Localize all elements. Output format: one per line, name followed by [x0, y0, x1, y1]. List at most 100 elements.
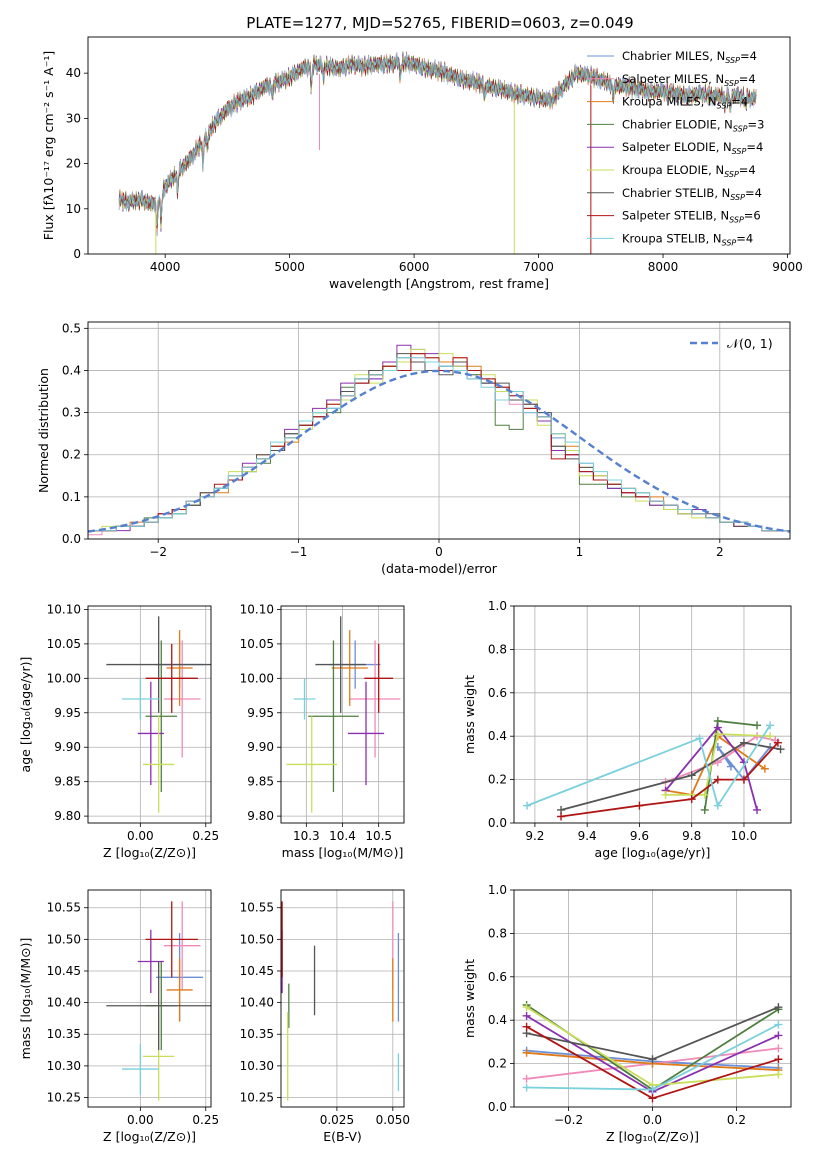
weight-marker [766, 732, 775, 741]
weight-marker [648, 1085, 657, 1094]
x-tick-label: 9.2 [525, 829, 544, 843]
weight-marker [687, 795, 696, 804]
x-tick-label: 0.2 [727, 1113, 746, 1127]
legend-subscript: SSP [725, 56, 740, 65]
y-tick-label: 0.8 [488, 642, 507, 656]
weight-marker [635, 801, 644, 810]
y-tick-label: 0.5 [62, 321, 81, 335]
y-tick-label: 0.0 [488, 816, 507, 830]
legend-text: =4 [736, 231, 753, 245]
y-tick-label: 10.10 [47, 602, 81, 616]
y-tick-label: 10.35 [240, 1027, 274, 1041]
weight-marker [739, 738, 748, 747]
x-axis-label: mass [log₁₀(M/M⊙)] [282, 845, 404, 860]
weight-marker [522, 1003, 531, 1012]
weight-marker [687, 771, 696, 780]
legend-subscript: SSP [733, 124, 748, 133]
y-tick-label: 10.00 [240, 671, 274, 685]
y-tick-label: 0.4 [62, 363, 81, 377]
x-tick-label: −0.2 [554, 1113, 583, 1127]
legend-label: Kroupa MILES, NSSP=4 [622, 95, 748, 111]
spectrum-line-kroupa-stelib [118, 52, 757, 226]
legend-text: Salpeter MILES, N [622, 72, 724, 86]
weight-marker [774, 1003, 783, 1012]
legend-subscript: SSP [717, 102, 732, 111]
x-tick-label: 10.3 [293, 829, 320, 843]
y-tick-label: 20 [66, 157, 81, 171]
weight-marker [713, 775, 722, 784]
legend-label: Salpeter ELODIE, NSSP=4 [622, 140, 763, 156]
legend-text: Chabrier MILES, N [622, 49, 725, 63]
axes-frame [87, 321, 791, 540]
y-tick-label: 9.95 [54, 706, 81, 720]
y-tick-label: 0.2 [62, 448, 81, 462]
weight-marker [774, 1070, 783, 1079]
y-tick-label: 10 [66, 202, 81, 216]
x-axis-label: E(B-V) [323, 1129, 362, 1144]
x-tick-label: 9.6 [630, 829, 649, 843]
x-tick-label: 10.0 [731, 829, 758, 843]
y-tick-label: 0.4 [488, 729, 507, 743]
axes-frame [87, 36, 791, 255]
weight-marker [522, 1011, 531, 1020]
x-tick-label: 9000 [772, 260, 803, 274]
y-tick-label: 10.30 [240, 1059, 274, 1073]
y-tick-label: 9.85 [54, 775, 81, 789]
mass-vs-metallicity-panel: 0.00 0.25 10.25 10.30 10.35 10.40 10.45 10.50 10… [18, 889, 219, 1144]
y-tick-label: 10.05 [47, 637, 81, 651]
y-tick-label: 0.1 [62, 490, 81, 504]
weight-line-salpeter-stelib [560, 742, 779, 818]
legend-text: Salpeter STELIB, N [622, 209, 729, 223]
x-axis-label: Z [log₁₀(Z/Z⊙)] [606, 1129, 699, 1144]
plot-area [88, 322, 790, 539]
y-tick-label: 1.0 [488, 883, 507, 897]
axes-frame [87, 605, 212, 824]
y-tick-label: 10.40 [240, 996, 274, 1010]
legend-text: =4 [739, 72, 756, 86]
weight-marker [776, 745, 785, 754]
y-tick-label: 10.45 [240, 964, 274, 978]
x-tick-label: 0.25 [192, 829, 219, 843]
y-tick-label: 0.0 [62, 532, 81, 546]
x-tick-label: 0.050 [376, 1113, 410, 1127]
legend-label: Chabrier MILES, NSSP=4 [622, 49, 757, 65]
residual-panel: −2 −1 0 1 2 0.0 0.1 0.2 0.3 0.4 0.5 (data-model)/er… [36, 321, 791, 576]
plot-area [281, 606, 404, 823]
weight-marker [700, 805, 709, 814]
legend-label: Salpeter MILES, NSSP=4 [622, 72, 756, 88]
axes-frame [513, 889, 792, 1108]
y-tick-label: 0.6 [488, 970, 507, 984]
legend-text: Salpeter ELODIE, N [622, 140, 732, 154]
y-tick-label: 0.6 [488, 686, 507, 700]
legend-subscript: SSP [722, 238, 737, 247]
legend-label: Chabrier STELIB, NSSP=4 [622, 186, 762, 202]
legend-label: Kroupa STELIB, NSSP=4 [622, 231, 753, 247]
x-tick-label: 2 [716, 545, 724, 559]
y-axis-label: mass weight [462, 675, 477, 754]
weight-marker [760, 764, 769, 773]
x-axis-label: wavelength [Angstrom, rest frame] [329, 276, 549, 291]
weight-line-chabrier-stelib [560, 741, 781, 811]
x-tick-label: 0.25 [192, 1113, 219, 1127]
spectrum-panel: 4000 5000 6000 7000 8000 9000 0 10 20 30 40 wavelen… [41, 36, 803, 291]
weight-marker [774, 1055, 783, 1064]
x-tick-label: 5000 [274, 260, 305, 274]
weight-marker [522, 1083, 531, 1092]
y-tick-label: 30 [66, 111, 81, 125]
x-tick-label: 0 [435, 545, 443, 559]
y-tick-label: 0.8 [488, 926, 507, 940]
x-tick-label: 9.4 [578, 829, 597, 843]
axes-frame [513, 605, 792, 824]
legend-label: Kroupa ELODIE, NSSP=4 [622, 163, 756, 179]
weight-line-kroupa-miles [665, 734, 766, 796]
y-axis-label: Flux [fλ10⁻¹⁷ erg cm⁻² s⁻¹ A⁻¹] [41, 51, 56, 240]
y-axis-label: mass [log₁₀(M/M⊙)] [18, 938, 33, 1060]
weight-marker [713, 801, 722, 810]
y-tick-label: 1.0 [488, 599, 507, 613]
legend-subscript: SSP [724, 79, 739, 88]
y-tick-label: 40 [66, 66, 81, 80]
x-tick-label: 0.0 [643, 1113, 662, 1127]
weight-line-salpeter-elodie [664, 726, 758, 811]
plot-area [88, 890, 211, 1107]
